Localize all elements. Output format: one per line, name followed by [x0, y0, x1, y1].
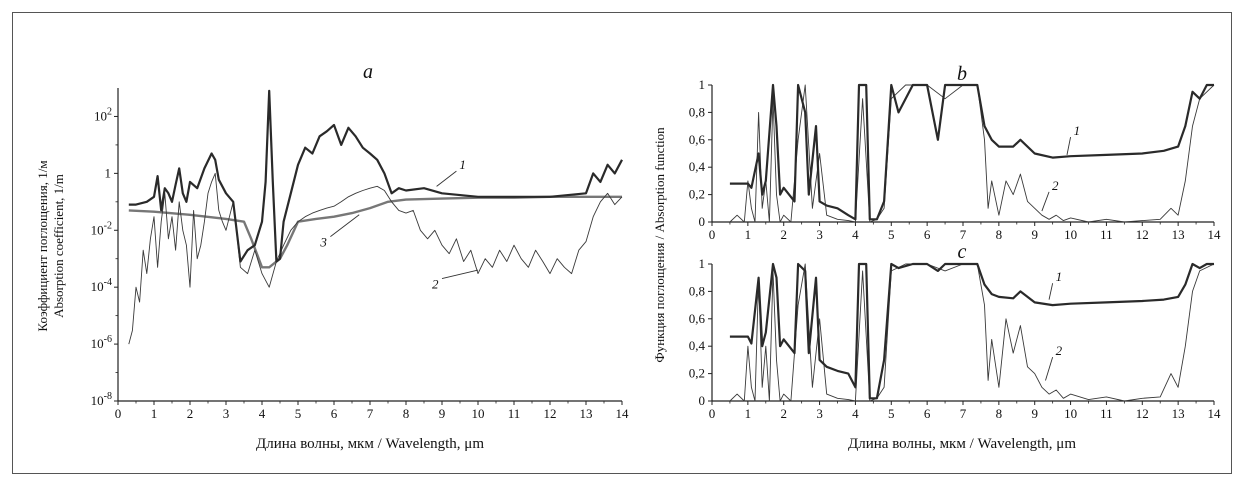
- annotation-leader-2: [1041, 191, 1050, 212]
- annotation-label-2: 2: [432, 277, 439, 292]
- panel-a-letter: a: [363, 61, 373, 83]
- annotation-label-1: 1: [1056, 269, 1063, 284]
- annotation-leader-1: [436, 170, 457, 187]
- annotation-leader-2: [441, 269, 479, 280]
- x-tick-label: 4: [852, 406, 859, 421]
- x-tick-label: 13: [580, 406, 593, 421]
- x-tick-label: 0: [709, 406, 716, 421]
- x-tick-label: 2: [780, 227, 787, 242]
- x-tick-label: 11: [508, 406, 521, 421]
- series-line-2: [128, 172, 623, 345]
- y-tick-label: 10-6: [91, 334, 112, 351]
- x-tick-label: 2: [780, 406, 787, 421]
- y-tick-label: 1: [699, 77, 706, 92]
- x-tick-label: 12: [1136, 227, 1149, 242]
- annotation-label-3: 3: [319, 235, 327, 250]
- x-tick-label: 5: [295, 406, 302, 421]
- annotation-leader-2: [1045, 357, 1054, 381]
- x-tick-label: 7: [960, 406, 967, 421]
- annotation-label-2: 2: [1056, 343, 1063, 358]
- y-tick-label: 0,8: [689, 104, 705, 119]
- x-tick-label: 6: [331, 406, 338, 421]
- panel-a: 0 1 2 3 4 5 6 7 8 9 10 11 12 13 1410-810-610-410-21102…: [91, 88, 629, 421]
- x-tick-label: 13: [1172, 227, 1185, 242]
- y-tick-label: 0,6: [689, 132, 706, 147]
- y-tick-label: 0: [699, 214, 706, 229]
- panel-c-letter: c: [958, 241, 967, 263]
- y-tick-label: 0: [699, 393, 706, 408]
- annotation-label-1: 1: [1074, 123, 1081, 138]
- x-tick-label: 0: [709, 227, 716, 242]
- x-tick-label: 11: [1100, 406, 1113, 421]
- x-tick-label: 4: [852, 227, 859, 242]
- x-tick-label: 4: [259, 406, 266, 421]
- y-tick-label: 0,6: [689, 311, 706, 326]
- panel-a-xlabel: Длина волны, мкм / Wavelength, μm: [256, 436, 484, 452]
- x-tick-label: 7: [960, 227, 967, 242]
- x-tick-label: 9: [1031, 406, 1038, 421]
- x-tick-label: 3: [223, 406, 230, 421]
- y-tick-label: 1: [105, 165, 112, 180]
- x-tick-label: 14: [1208, 227, 1222, 242]
- x-tick-label: 12: [1136, 406, 1149, 421]
- y-tick-label: 1: [699, 256, 706, 271]
- x-tick-label: 6: [924, 227, 931, 242]
- annotation-leader-1: [1048, 283, 1054, 300]
- y-tick-label: 102: [94, 106, 112, 123]
- annotation-leader-1: [1066, 136, 1072, 155]
- y-tick-label: 10-4: [91, 277, 112, 294]
- figure-frame: [12, 12, 1232, 474]
- x-tick-label: 5: [888, 227, 895, 242]
- annotation-leader-3: [330, 214, 360, 237]
- x-tick-label: 10: [1064, 227, 1077, 242]
- y-tick-label: 0,4: [689, 159, 706, 174]
- y-tick-label: 0,2: [689, 187, 705, 202]
- panel-a-ylabel-ru: Коэффициент поглощения, 1/м: [35, 160, 50, 331]
- x-tick-label: 8: [996, 227, 1003, 242]
- series-line-1: [729, 262, 1214, 400]
- x-tick-label: 1: [151, 406, 158, 421]
- x-tick-label: 8: [996, 406, 1003, 421]
- y-tick-label: 10-2: [91, 220, 112, 237]
- x-tick-label: 9: [439, 406, 446, 421]
- annotation-label-2: 2: [1052, 178, 1059, 193]
- x-tick-label: 0: [115, 406, 122, 421]
- y-tick-label: 10-8: [91, 391, 112, 408]
- series-line-1: [729, 83, 1214, 221]
- x-tick-label: 14: [616, 406, 630, 421]
- x-tick-label: 10: [472, 406, 485, 421]
- x-tick-label: 11: [1100, 227, 1113, 242]
- x-tick-label: 10: [1064, 406, 1077, 421]
- series-line-2: [729, 263, 1215, 402]
- x-tick-label: 3: [816, 227, 823, 242]
- panel-bc-ylabel: Функция поглощения / Absorption function: [652, 127, 667, 363]
- annotation-label-1: 1: [459, 157, 466, 172]
- x-tick-label: 9: [1031, 227, 1038, 242]
- x-tick-label: 14: [1208, 406, 1222, 421]
- x-tick-label: 13: [1172, 406, 1185, 421]
- y-tick-label: 0,4: [689, 338, 706, 353]
- panel-b-letter: b: [957, 63, 967, 85]
- x-tick-label: 5: [888, 406, 895, 421]
- y-tick-label: 0,8: [689, 283, 705, 298]
- x-tick-label: 2: [187, 406, 194, 421]
- panel-a-ylabel-en: Absorption coefficient, 1/m: [51, 174, 66, 318]
- x-tick-label: 6: [924, 406, 931, 421]
- series-line-1: [128, 89, 623, 263]
- x-tick-label: 7: [367, 406, 374, 421]
- panel-c-xlabel: Длина волны, мкм / Wavelength, μm: [848, 436, 1076, 452]
- x-tick-label: 1: [745, 406, 752, 421]
- x-tick-label: 12: [544, 406, 557, 421]
- x-tick-label: 1: [745, 227, 752, 242]
- x-tick-label: 8: [403, 406, 410, 421]
- x-tick-label: 3: [816, 406, 823, 421]
- y-tick-label: 0,2: [689, 366, 705, 381]
